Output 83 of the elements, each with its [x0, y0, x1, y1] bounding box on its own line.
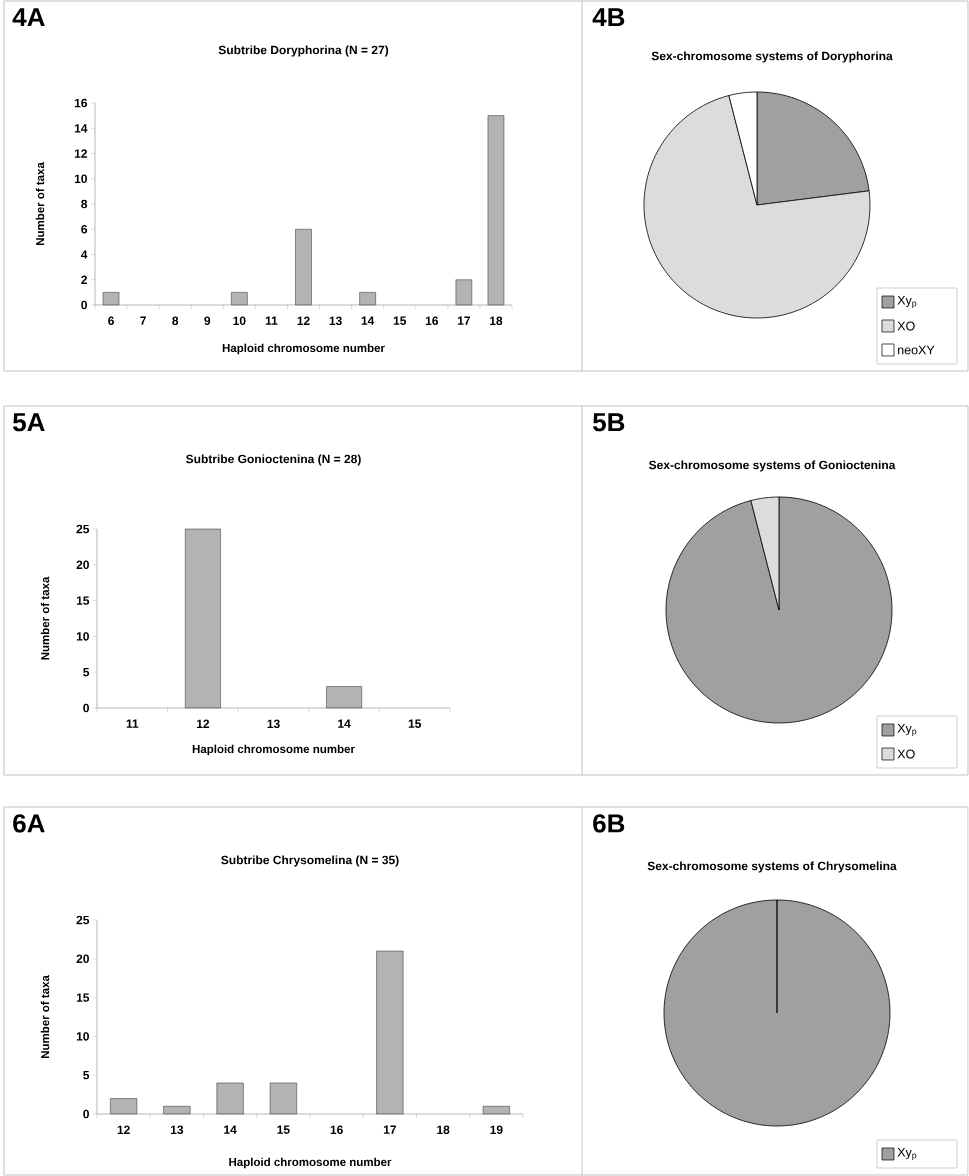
y-tick-label: 10: [76, 632, 89, 641]
chart-title: Sex-chromosome systems of Chrysomelina: [647, 861, 897, 873]
x-tick-label: 11: [265, 316, 278, 325]
x-tick-label: 18: [490, 316, 503, 326]
bar: [487, 115, 505, 306]
y-tick-label: 14: [74, 124, 88, 133]
x-tick-label: 15: [393, 316, 407, 325]
chart-title: Subtribe Chrysomelina (N = 35): [221, 855, 399, 867]
x-tick-label: 13: [170, 1125, 184, 1135]
y-tick-label: 25: [76, 915, 90, 925]
x-tick-label: 14: [361, 316, 375, 325]
y-tick-label: 10: [76, 1032, 89, 1041]
x-tick-label: 14: [224, 1125, 237, 1134]
y-tick-label: 20: [76, 560, 89, 570]
bar: [295, 229, 312, 306]
x-tick-label: 9: [204, 316, 211, 326]
bar: [110, 1098, 138, 1115]
x-tick-label: 6: [108, 316, 114, 326]
legend-label: neoXY: [898, 345, 935, 355]
legend-label: Xy$_{p}$: [897, 295, 917, 309]
chart-title: Subtribe Gonioctenina (N = 28): [186, 454, 361, 466]
bar: [359, 292, 376, 306]
legend-label: Xy$_{p}$: [897, 1147, 917, 1161]
text: 4B: [592, 8, 625, 27]
chart-title: Sex-chromosome systems of Gonioctenina: [648, 460, 896, 472]
y-axis-title: Number of taxa: [40, 975, 50, 1059]
x-tick-label: 13: [329, 316, 342, 326]
x-tick-label: 14: [338, 719, 351, 728]
y-tick-label: 0: [83, 1109, 89, 1119]
y-tick-label: 2: [81, 275, 87, 284]
bar: [102, 292, 120, 306]
x-tick-label: 16: [330, 1125, 343, 1135]
y-tick-label: 12: [74, 149, 87, 158]
x-tick-label: 16: [425, 316, 439, 326]
y-tick-label: 0: [81, 300, 87, 310]
text: 6A: [13, 814, 45, 833]
y-tick-label: 16: [74, 98, 88, 108]
bar: [231, 292, 248, 306]
bar: [269, 1082, 297, 1115]
y-tick-label: 15: [76, 596, 90, 605]
text: 5B: [593, 413, 625, 432]
x-axis-title: Haploid chromosome number: [222, 343, 385, 355]
y-tick-label: 0: [83, 703, 89, 713]
y-tick-label: 8: [81, 199, 88, 209]
x-tick-label: 7: [140, 316, 146, 325]
chart-title: Sex-chromosome systems of Doryphorina: [651, 51, 893, 63]
y-tick-label: 10: [74, 174, 87, 183]
legend-label: XO: [897, 749, 915, 759]
x-tick-label: 18: [437, 1125, 450, 1135]
text: 4A: [12, 8, 45, 27]
x-tick-label: 12: [196, 719, 210, 728]
bar: [376, 950, 404, 1115]
x-tick-label: 12: [117, 1125, 130, 1134]
bar: [163, 1106, 191, 1115]
y-tick-label: 5: [83, 668, 90, 677]
x-tick-label: 15: [408, 719, 422, 728]
y-tick-label: 15: [76, 993, 90, 1002]
x-tick-label: 15: [277, 1125, 290, 1134]
bar: [482, 1106, 510, 1115]
y-axis-title: Number of taxa: [40, 576, 50, 660]
x-tick-label: 10: [233, 316, 246, 326]
x-tick-label: 8: [172, 316, 179, 326]
y-tick-label: 20: [76, 954, 89, 964]
y-tick-label: 4: [80, 250, 88, 259]
bar: [216, 1082, 244, 1115]
x-tick-label: 12: [297, 316, 310, 325]
legend-label: Xy$_{p}$: [897, 723, 917, 737]
x-tick-label: 17: [457, 316, 471, 325]
x-tick-label: 17: [383, 1125, 397, 1134]
y-tick-label: 25: [76, 524, 90, 534]
x-tick-label: 13: [267, 719, 280, 729]
y-axis-title: Number of taxa: [35, 162, 45, 246]
legend-label: XO: [897, 321, 915, 331]
chart-title: Subtribe Doryphorina (N = 27): [218, 45, 389, 57]
x-axis-title: Haploid chromosome number: [229, 1157, 392, 1169]
x-tick-label: 11: [126, 719, 139, 728]
y-tick-label: 5: [83, 1071, 90, 1080]
text: 5A: [13, 413, 45, 432]
bar: [455, 279, 473, 306]
x-tick-label: 19: [490, 1125, 503, 1135]
y-tick-label: 6: [81, 225, 88, 234]
text: 6B: [593, 814, 625, 833]
x-axis-title: Haploid chromosome number: [192, 744, 355, 756]
